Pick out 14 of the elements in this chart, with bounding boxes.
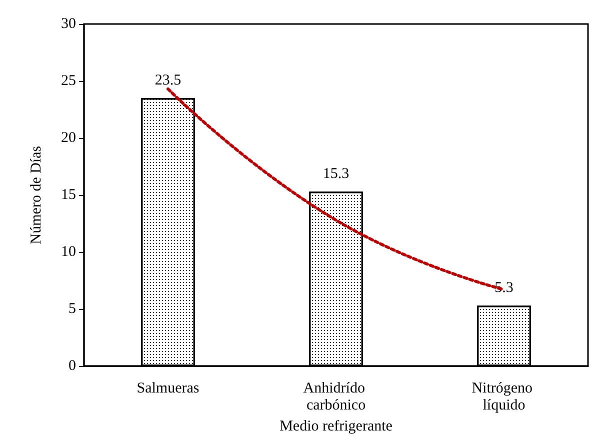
y-tick-label: 5	[68, 301, 76, 318]
y-tick-label: 25	[61, 73, 76, 90]
data-label: 15.3	[322, 166, 350, 182]
x-tick-label: Anhidrído carbónico	[303, 380, 369, 414]
y-tick-label: 0	[68, 358, 76, 374]
y-tick-label: 20	[61, 130, 76, 146]
y-axis-title: Número de Días	[28, 146, 44, 244]
y-tick-label: 30	[61, 16, 76, 32]
x-tick-label: Nitrógeno líquido	[472, 380, 536, 414]
y-tick-label: 15	[61, 187, 76, 204]
data-label: 23.5	[154, 72, 182, 89]
x-tick-label: Salmueras	[136, 380, 200, 397]
y-tick-label: 10	[61, 244, 76, 260]
x-axis-title: Medio refrigerante	[280, 418, 393, 434]
